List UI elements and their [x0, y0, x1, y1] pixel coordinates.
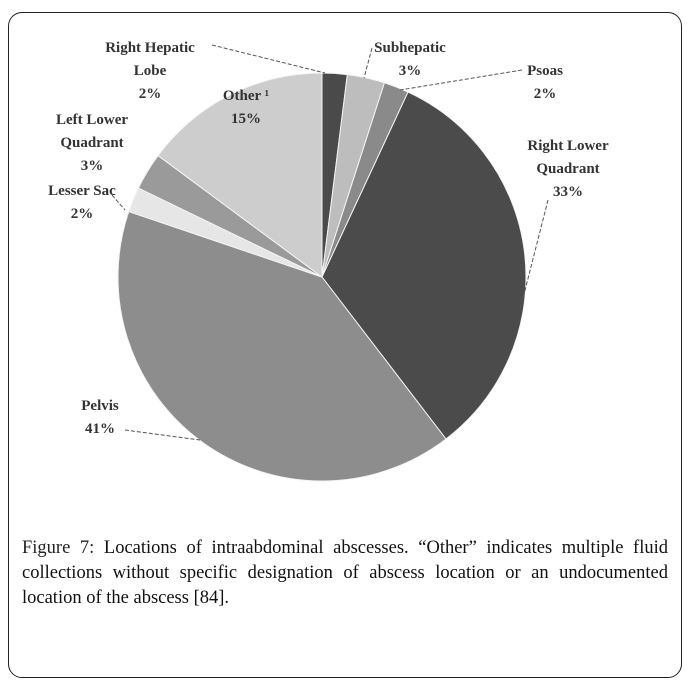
slice-label-other: Other ¹ 15% [223, 88, 269, 127]
leader-line [519, 199, 549, 311]
pie-slice-right-lower-quadrant [321, 91, 527, 440]
slice-label-right-lower-quadrant: Right Lower Quadrant 33% [527, 138, 609, 200]
caption-label: Figure 7: [22, 538, 95, 558]
figure-caption: Figure 7: Locations of intraabdominal ab… [22, 536, 668, 611]
leader-line [399, 69, 523, 91]
caption-text: Locations of intraabdominal abscesses. “… [22, 538, 668, 608]
slice-label-right-hepatic-lobe: Right Hepatic Lobe 2% [105, 40, 195, 102]
slice-label-lesser-sac: Lesser Sac 2% [48, 183, 116, 222]
leader-line [111, 194, 126, 211]
leader-line [363, 47, 373, 79]
leader-line [211, 44, 326, 74]
slice-label-psoas: Psoas 2% [527, 63, 563, 102]
pie-slice-other [157, 72, 323, 278]
pie-slice-pelvis [117, 210, 447, 482]
figure-frame [8, 12, 682, 678]
slice-label-left-lower-quadrant: Left Lower Quadrant 3% [56, 112, 128, 174]
slice-label-pelvis: Pelvis 41% [81, 398, 119, 437]
slice-label-subhepatic: Subhepatic 3% [374, 40, 446, 79]
leader-line [124, 429, 201, 441]
